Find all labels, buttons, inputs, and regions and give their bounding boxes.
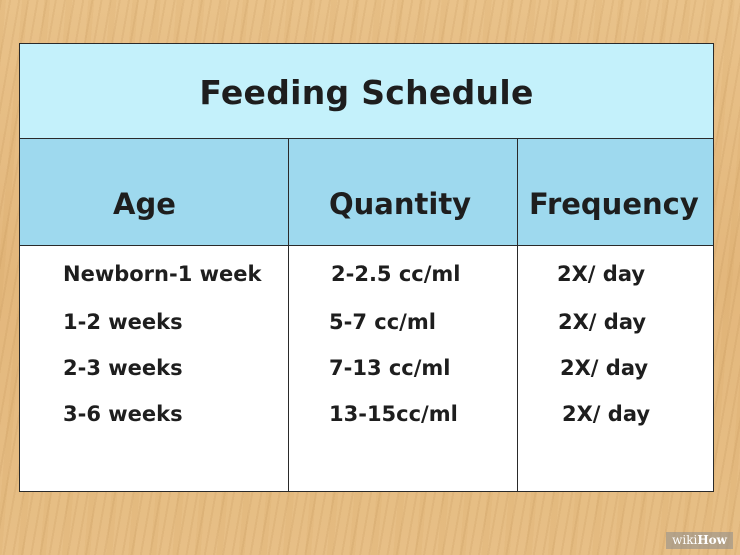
age-cell: 3-6 weeks	[63, 402, 183, 426]
column-header-frequency: Frequency	[529, 187, 699, 221]
quantity-cell: 5-7 cc/ml	[329, 310, 436, 334]
age-cell: 2-3 weeks	[63, 356, 183, 380]
wikihow-watermark: wikiHow	[666, 532, 733, 549]
header-row	[20, 139, 713, 246]
table-title: Feeding Schedule	[199, 73, 534, 112]
table-row: 3-6 weeks 13-15cc/ml 2X/ day	[20, 402, 713, 432]
title-bar	[20, 44, 713, 139]
frequency-cell: 2X/ day	[558, 310, 647, 334]
feeding-schedule-table: Feeding Schedule Age Quantity Frequency …	[19, 43, 714, 492]
frequency-cell: 2X/ day	[560, 356, 649, 380]
table-row: 1-2 weeks 5-7 cc/ml 2X/ day	[20, 310, 713, 340]
age-cell: 1-2 weeks	[63, 310, 183, 334]
frequency-cell: 2X/ day	[557, 262, 646, 286]
column-divider	[517, 139, 518, 491]
watermark-suffix: How	[697, 533, 727, 547]
quantity-cell: 13-15cc/ml	[329, 402, 458, 426]
table-row: Newborn-1 week 2-2.5 cc/ml 2X/ day	[20, 262, 713, 292]
column-header-age: Age	[113, 187, 176, 221]
table-row: 2-3 weeks 7-13 cc/ml 2X/ day	[20, 356, 713, 386]
column-divider	[288, 139, 289, 491]
age-cell: Newborn-1 week	[63, 262, 262, 286]
frequency-cell: 2X/ day	[562, 402, 651, 426]
watermark-prefix: wiki	[672, 533, 698, 547]
column-header-quantity: Quantity	[329, 187, 472, 221]
quantity-cell: 2-2.5 cc/ml	[331, 262, 461, 286]
quantity-cell: 7-13 cc/ml	[329, 356, 451, 380]
